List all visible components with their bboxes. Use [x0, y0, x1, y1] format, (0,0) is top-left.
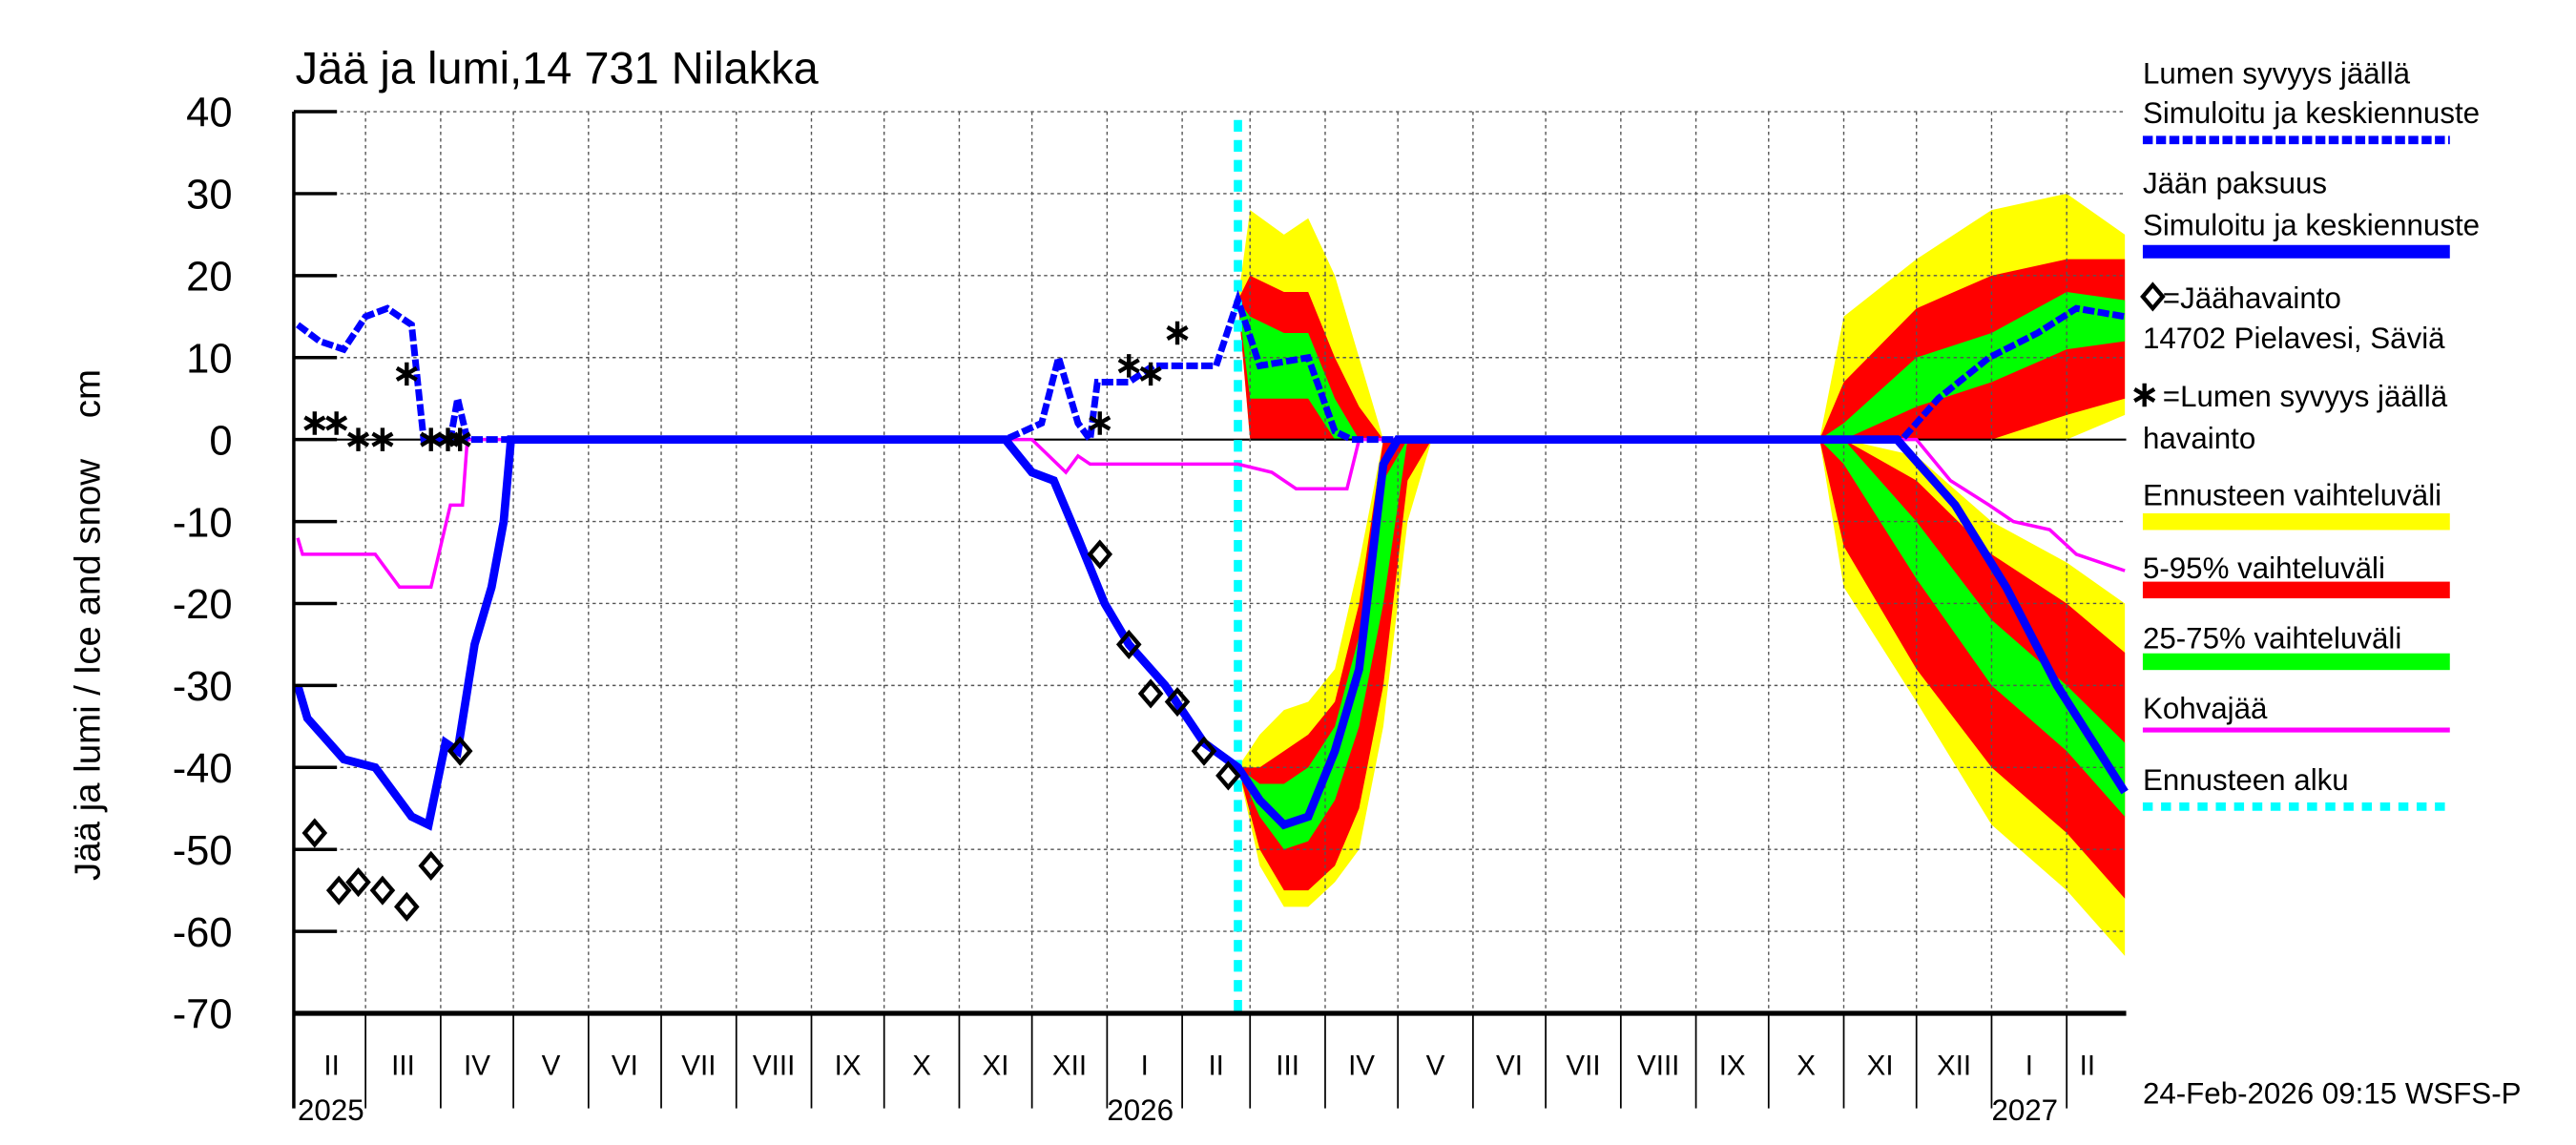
- snow-observation-point: [303, 411, 326, 435]
- month-label: XII: [1052, 1051, 1087, 1082]
- snow-observation-point: [395, 362, 418, 386]
- legend-snow-obs: =Lumen syvyys jäällä: [2163, 380, 2448, 413]
- year-label: 2027: [1991, 1093, 2058, 1127]
- legend-ice-title: Jään paksuus: [2143, 167, 2327, 200]
- legend-p5-95: 5-95% vaihteluväli: [2143, 552, 2385, 585]
- month-label: IV: [464, 1051, 490, 1082]
- month-label: II: [323, 1051, 339, 1082]
- ice-observation-point: [1115, 629, 1142, 660]
- footer-timestamp: 24-Feb-2026 09:15 WSFS-P: [2143, 1076, 2522, 1110]
- y-tick-label: -20: [173, 582, 233, 628]
- legend-range: Ennusteen vaihteluväli: [2143, 478, 2441, 511]
- month-label: III: [1276, 1051, 1299, 1082]
- kohvajaa-line: [296, 437, 2126, 590]
- month-label: I: [1141, 1051, 1149, 1082]
- legend-ice-obs: =Jäähavainto: [2163, 281, 2341, 315]
- month-label: VIII: [1637, 1051, 1679, 1082]
- y-tick-label: -50: [173, 828, 233, 874]
- forecast-bands: [1237, 193, 2126, 956]
- series-lines: [293, 119, 2129, 1014]
- ice-observation-point: [345, 866, 371, 898]
- month-label: V: [542, 1051, 561, 1082]
- month-label: II: [2080, 1051, 2095, 1082]
- ice-observation-point: [325, 875, 352, 906]
- ice-observation-point: [1087, 539, 1113, 570]
- ice-observation-point: [369, 875, 396, 906]
- y-tick-label: -10: [173, 500, 233, 546]
- legend-snow-obs-sub: havainto: [2143, 422, 2255, 455]
- snow-observation-point: [1166, 321, 1189, 345]
- month-label: VII: [1566, 1051, 1600, 1082]
- y-tick-label: 20: [186, 254, 232, 300]
- year-label: 2026: [1107, 1093, 1174, 1127]
- ice-observation-point: [301, 818, 328, 848]
- band-25-75: [1237, 439, 1432, 850]
- legend-diamond-icon: [2140, 281, 2166, 312]
- band-25-75: [1819, 439, 2126, 817]
- observation-marks: [301, 321, 1241, 922]
- band-5-95: [1819, 439, 2126, 899]
- legend: Lumen syvyys jäällä Simuloitu ja keskien…: [2133, 56, 2480, 811]
- legend-snow-sub: Simuloitu ja keskiennuste: [2143, 96, 2480, 130]
- snow-observation-point: [325, 411, 348, 435]
- ice-observation-point: [394, 891, 420, 922]
- month-label: III: [391, 1051, 415, 1082]
- ice-observation-point: [1137, 678, 1164, 709]
- legend-range-swatch: [2142, 512, 2450, 531]
- month-label: XI: [1867, 1051, 1894, 1082]
- month-label: X: [912, 1051, 931, 1082]
- snow-observation-point: [448, 427, 471, 451]
- legend-forecast-start: Ennusteen alku: [2143, 763, 2349, 797]
- month-label: V: [1426, 1051, 1445, 1082]
- month-label: IX: [835, 1051, 862, 1082]
- month-label: VIII: [753, 1051, 795, 1082]
- legend-kohva: Kohvajää: [2143, 692, 2268, 725]
- ice-observation-point: [1191, 736, 1217, 766]
- snow-observation-point: [1139, 362, 1162, 386]
- snow-depth-line: [295, 289, 2126, 448]
- month-label: VI: [1496, 1051, 1523, 1082]
- month-label: VI: [612, 1051, 638, 1082]
- y-tick-label: -30: [173, 664, 233, 710]
- chart-title: Jää ja lumi,14 731 Nilakka: [296, 42, 820, 93]
- y-tick-label: 0: [209, 418, 232, 464]
- y-tick-label: -40: [173, 746, 233, 792]
- y-axis-label: Jää ja lumi / Ice and snow cm: [67, 369, 108, 881]
- y-tick-label: 10: [186, 336, 232, 382]
- snow-observation-point: [346, 427, 370, 451]
- ice-observation-point: [418, 850, 445, 881]
- year-label: 2025: [298, 1093, 364, 1127]
- ice-thickness-line: [293, 435, 2129, 831]
- month-label: VII: [681, 1051, 716, 1082]
- month-label: IX: [1719, 1051, 1746, 1082]
- y-tick-label: -70: [173, 992, 233, 1038]
- ice-observation-point: [447, 736, 473, 766]
- ice-observation-point: [1215, 760, 1241, 791]
- month-label: XI: [983, 1051, 1009, 1082]
- legend-ice-obs-station: 14702 Pielavesi, Säviä: [2143, 322, 2445, 355]
- ice-observation-point: [1164, 686, 1191, 718]
- snow-observation-point: [1117, 354, 1140, 378]
- month-label: IV: [1348, 1051, 1375, 1082]
- legend-p5-95-swatch: [2142, 581, 2450, 599]
- month-label: X: [1797, 1051, 1816, 1082]
- y-tick-label: -60: [173, 910, 233, 956]
- month-label: XII: [1937, 1051, 1971, 1082]
- snow-observation-point: [371, 427, 394, 451]
- y-tick-label: 30: [186, 173, 232, 219]
- month-label: II: [1208, 1051, 1223, 1082]
- snow-observation-point: [1089, 411, 1111, 435]
- legend-p25-75: 25-75% vaihteluväli: [2143, 621, 2401, 655]
- month-label: I: [2025, 1051, 2033, 1082]
- legend-p25-75-swatch: [2142, 653, 2450, 671]
- legend-ice-sub: Simuloitu ja keskiennuste: [2143, 208, 2480, 241]
- legend-star-icon: [2133, 383, 2156, 407]
- legend-snow-title: Lumen syvyys jäällä: [2143, 56, 2411, 90]
- y-tick-label: 40: [186, 91, 232, 136]
